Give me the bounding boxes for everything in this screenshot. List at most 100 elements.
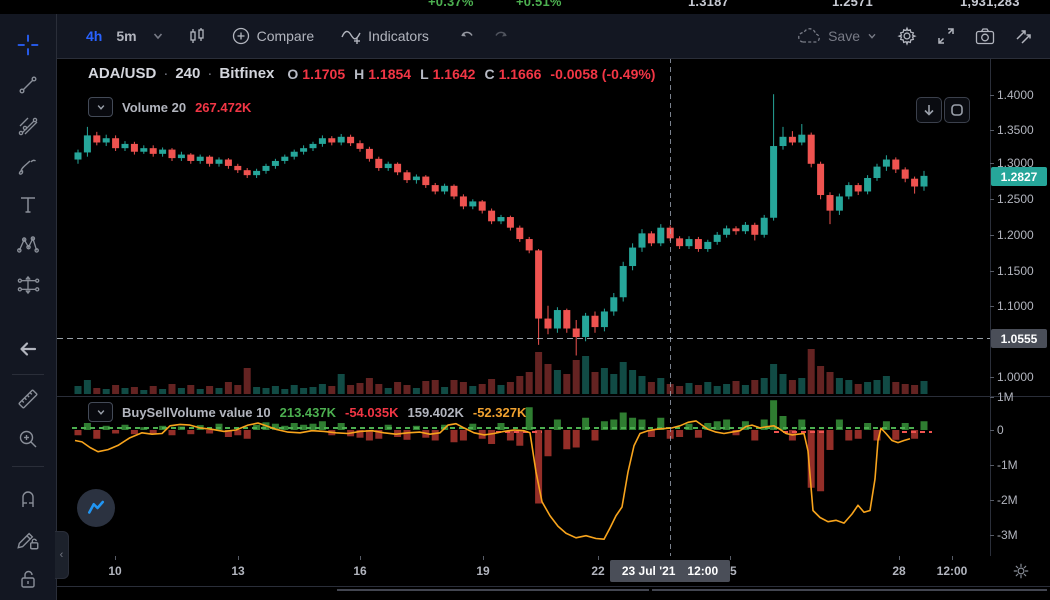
price-axis-tick	[990, 235, 994, 236]
drawing-mode-lock-button[interactable]	[15, 526, 41, 552]
price-axis-label: 1.0000	[997, 370, 1034, 384]
time-axis-tick	[730, 556, 731, 560]
price-axis-tick	[990, 163, 994, 164]
high-value: 1.1854	[368, 65, 412, 82]
indicator-axis-label: -2M	[997, 493, 1018, 507]
magnet-icon	[22, 491, 34, 507]
timeframe-chevron-down-icon[interactable]	[151, 29, 165, 43]
open-label: O	[287, 65, 299, 82]
symbol-name[interactable]: ADA/USD	[88, 65, 157, 82]
mountain-logo-icon	[87, 500, 105, 514]
maximize-pane-button[interactable]	[944, 97, 970, 123]
timeframe-4h-button[interactable]: 4h	[86, 28, 103, 44]
low-label: L	[420, 65, 429, 82]
time-axis[interactable]: 10 13 16 19 22 25 28 12:00	[56, 556, 1050, 587]
symbol-header: ADA/USD · 240 · Bitfinex O 1.1705 H 1.18…	[88, 65, 655, 82]
indicators-button[interactable]: Indicators	[340, 26, 429, 46]
ticker-value: 1.3187	[688, 0, 729, 9]
compare-plus-icon	[232, 27, 249, 45]
scroll-to-recent-button[interactable]	[916, 97, 942, 123]
brush-tool-button[interactable]	[15, 152, 41, 178]
axis-settings-corner[interactable]	[991, 556, 1050, 586]
main-price-pane[interactable]	[56, 58, 990, 396]
fullscreen-icon[interactable]	[936, 26, 956, 46]
indicator-axis-tick	[990, 465, 994, 466]
cloud-icon	[798, 28, 820, 43]
price-axis-label: 1.1000	[997, 299, 1034, 313]
lock-all-drawings-button[interactable]	[15, 566, 41, 592]
text-tool-button[interactable]	[15, 192, 41, 218]
projection-tool-button[interactable]	[15, 272, 41, 298]
xabcd-pattern-icon	[17, 236, 39, 253]
time-axis-label: 16	[353, 564, 367, 578]
trend-line-tool-button[interactable]	[15, 72, 41, 98]
price-axis-tick	[990, 95, 994, 96]
ticker-value: +0.37%	[428, 0, 474, 9]
redo-icon[interactable]	[491, 27, 511, 45]
buysellvolume-header: BuySellVolume value 10 213.437K -54.035K…	[88, 402, 526, 422]
magnet-mode-button[interactable]	[15, 486, 41, 512]
sidebar-collapse-handle[interactable]: ‹	[55, 531, 69, 579]
chevron-down-icon	[97, 410, 104, 415]
indicator-axis-label: 1M	[997, 390, 1014, 404]
indicator-axis-tick	[990, 500, 994, 501]
toolbar-right-group: Save	[796, 25, 1034, 47]
ticker-value: 1,931,283	[960, 0, 1020, 9]
indicators-icon	[341, 30, 361, 44]
sidebar-divider	[12, 466, 44, 467]
flow-line	[74, 420, 911, 540]
bottom-panel-handle[interactable]	[652, 589, 1047, 591]
price-axis-label: 1.2000	[997, 228, 1034, 242]
undo-icon[interactable]	[457, 27, 477, 45]
indicator-axis-tick	[990, 397, 994, 398]
buysellvolume-value-2: -54.035K	[345, 404, 399, 420]
symbol-exchange: Bitfinex	[219, 65, 275, 82]
close-value: 1.1666	[498, 65, 542, 82]
indicator-axis-tick	[990, 430, 994, 431]
buysellvolume-value-3: 159.402K	[407, 404, 464, 420]
volume-indicator-value: 267.472K	[195, 99, 252, 115]
save-label: Save	[828, 28, 860, 44]
save-button[interactable]: Save	[796, 26, 878, 46]
volume-collapse-button[interactable]	[88, 97, 113, 117]
time-axis-tick	[952, 556, 953, 560]
zoom-in-tool-button[interactable]	[15, 426, 41, 452]
measure-tool-button[interactable]	[15, 386, 41, 412]
timeframe-5m-button[interactable]: 5m	[116, 28, 137, 44]
volume-indicator-label[interactable]: Volume 20	[122, 99, 187, 115]
buysellvolume-collapse-button[interactable]	[88, 402, 113, 422]
candle-style-icon[interactable]	[187, 26, 207, 46]
candles	[74, 94, 928, 356]
publish-icon[interactable]	[1014, 26, 1034, 46]
gear-icon[interactable]	[896, 25, 918, 47]
bottom-panel-handle[interactable]	[337, 589, 649, 591]
pane-divider[interactable]	[57, 396, 1050, 397]
tradingview-logo[interactable]	[77, 489, 115, 527]
main-toolbar: 4h 5m Compare Indicators	[56, 14, 1050, 59]
xabcd-pattern-tool-button[interactable]	[15, 232, 41, 258]
sidebar-divider	[12, 374, 44, 375]
text-icon	[21, 197, 35, 213]
save-chevron-down-icon	[868, 33, 876, 39]
open-value: 1.1705	[302, 65, 346, 82]
indicator-axis-label: -1M	[997, 458, 1018, 472]
crosshair-time-badge: 23 Jul '21 12:00	[610, 560, 730, 582]
price-axis-tick	[990, 130, 994, 131]
bottom-panel-strip	[0, 586, 1050, 600]
time-axis-label: 28	[892, 564, 906, 578]
crosshair-tool-button[interactable]	[15, 32, 41, 58]
crosshair-time: 12:00	[687, 564, 719, 578]
hide-drawings-button[interactable]	[15, 336, 41, 362]
toolbar-left-group: 4h 5m Compare Indicators	[86, 26, 511, 46]
camera-icon[interactable]	[974, 26, 996, 46]
price-axis-tick	[990, 377, 994, 378]
buysellvolume-label[interactable]: BuySellVolume value 10	[122, 404, 271, 420]
compare-label: Compare	[256, 28, 315, 44]
crosshair-price-badge: 1.0555	[991, 329, 1047, 348]
gann-fib-tool-button[interactable]	[15, 112, 41, 138]
compare-button[interactable]: Compare	[231, 26, 315, 46]
buysellvolume-pane[interactable]	[56, 397, 990, 556]
indicator-axis-label: -3M	[997, 528, 1018, 542]
volume-bars	[74, 349, 928, 394]
